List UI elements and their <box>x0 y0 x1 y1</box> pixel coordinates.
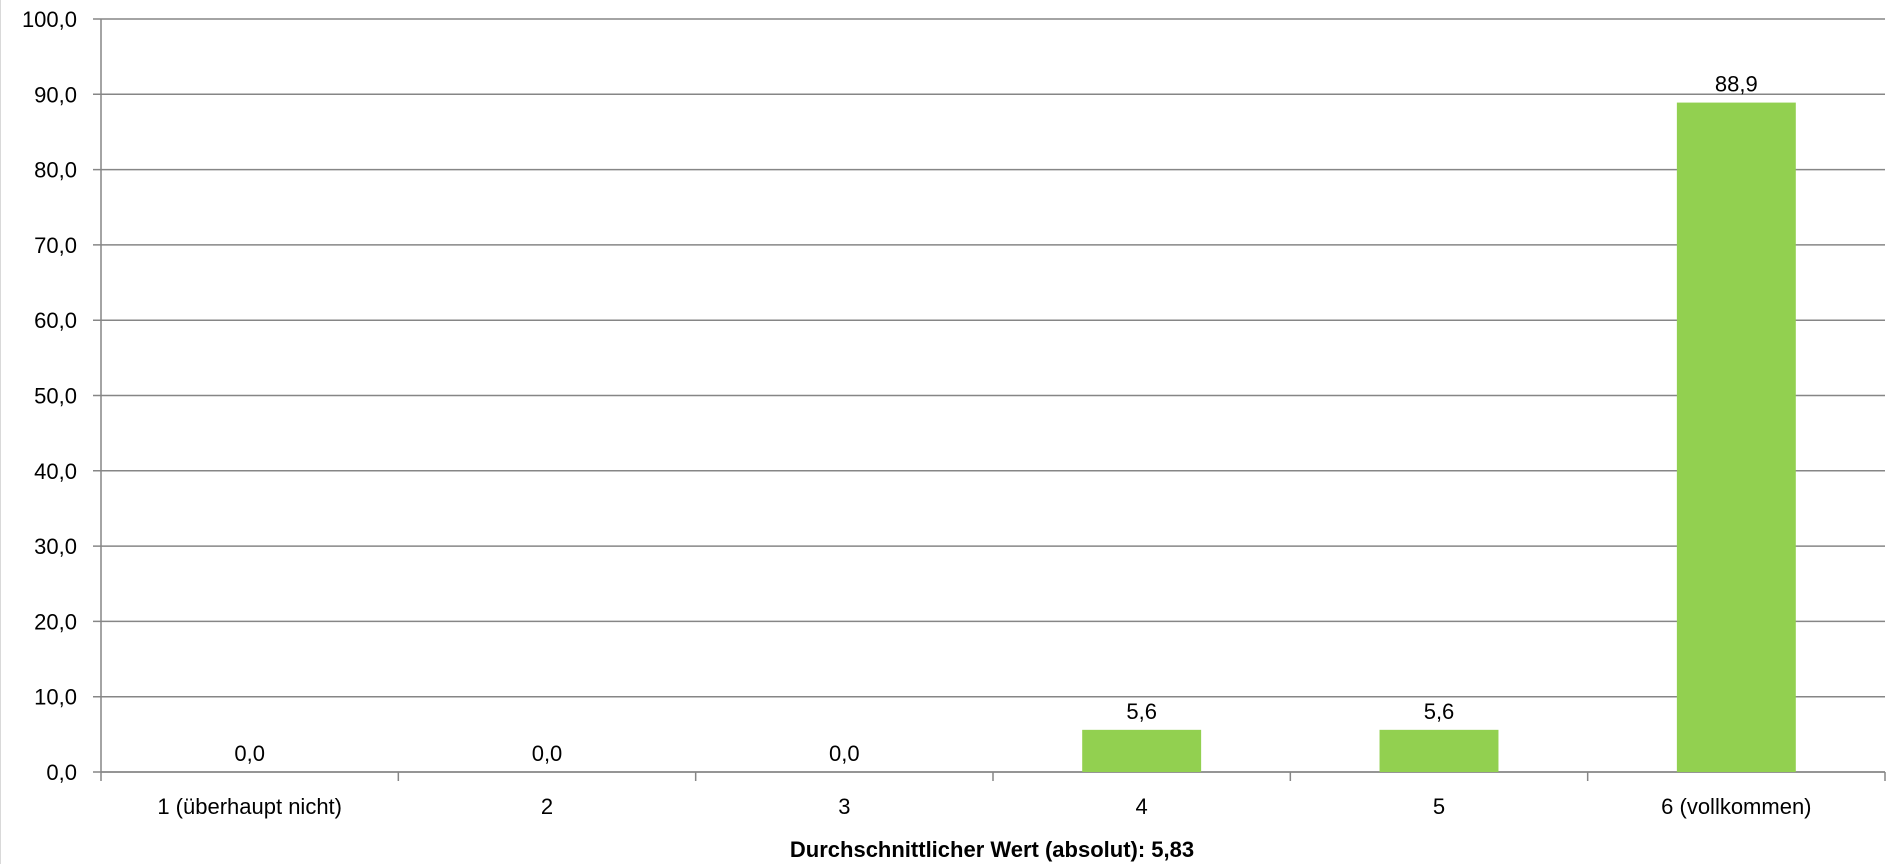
labels: 0,010,020,030,040,050,060,070,080,090,01… <box>22 7 1812 819</box>
x-category-label: 1 (überhaupt nicht) <box>157 794 342 819</box>
y-tick-label: 20,0 <box>34 609 77 634</box>
x-category-label: 5 <box>1433 794 1445 819</box>
x-category-label: 6 (vollkommen) <box>1661 794 1811 819</box>
y-tick-label: 50,0 <box>34 384 77 409</box>
y-tick-label: 30,0 <box>34 534 77 559</box>
y-tick-label: 80,0 <box>34 158 77 183</box>
data-label: 5,6 <box>1424 699 1455 724</box>
data-label: 5,6 <box>1126 699 1157 724</box>
x-category-label: 2 <box>541 794 553 819</box>
data-label: 0,0 <box>234 741 265 766</box>
y-tick-label: 40,0 <box>34 459 77 484</box>
bars <box>1082 102 1796 772</box>
gridlines <box>93 18 1885 773</box>
y-tick-label: 60,0 <box>34 308 77 333</box>
data-label: 88,9 <box>1715 72 1758 97</box>
y-tick-label: 100,0 <box>22 7 77 32</box>
x-category-label: 3 <box>838 794 850 819</box>
x-axis-title: Durchschnittlicher Wert (absolut): 5,83 <box>790 837 1194 862</box>
y-tick-label: 70,0 <box>34 233 77 258</box>
y-tick-label: 0,0 <box>46 760 77 785</box>
x-category-label: 4 <box>1136 794 1148 819</box>
bar <box>1379 729 1499 772</box>
axes <box>100 19 1886 781</box>
y-tick-label: 90,0 <box>34 82 77 107</box>
data-label: 0,0 <box>532 741 563 766</box>
y-tick-label: 10,0 <box>34 685 77 710</box>
bar <box>1082 729 1202 772</box>
data-label: 0,0 <box>829 741 860 766</box>
left-border <box>0 0 1 864</box>
bar <box>1676 102 1796 772</box>
